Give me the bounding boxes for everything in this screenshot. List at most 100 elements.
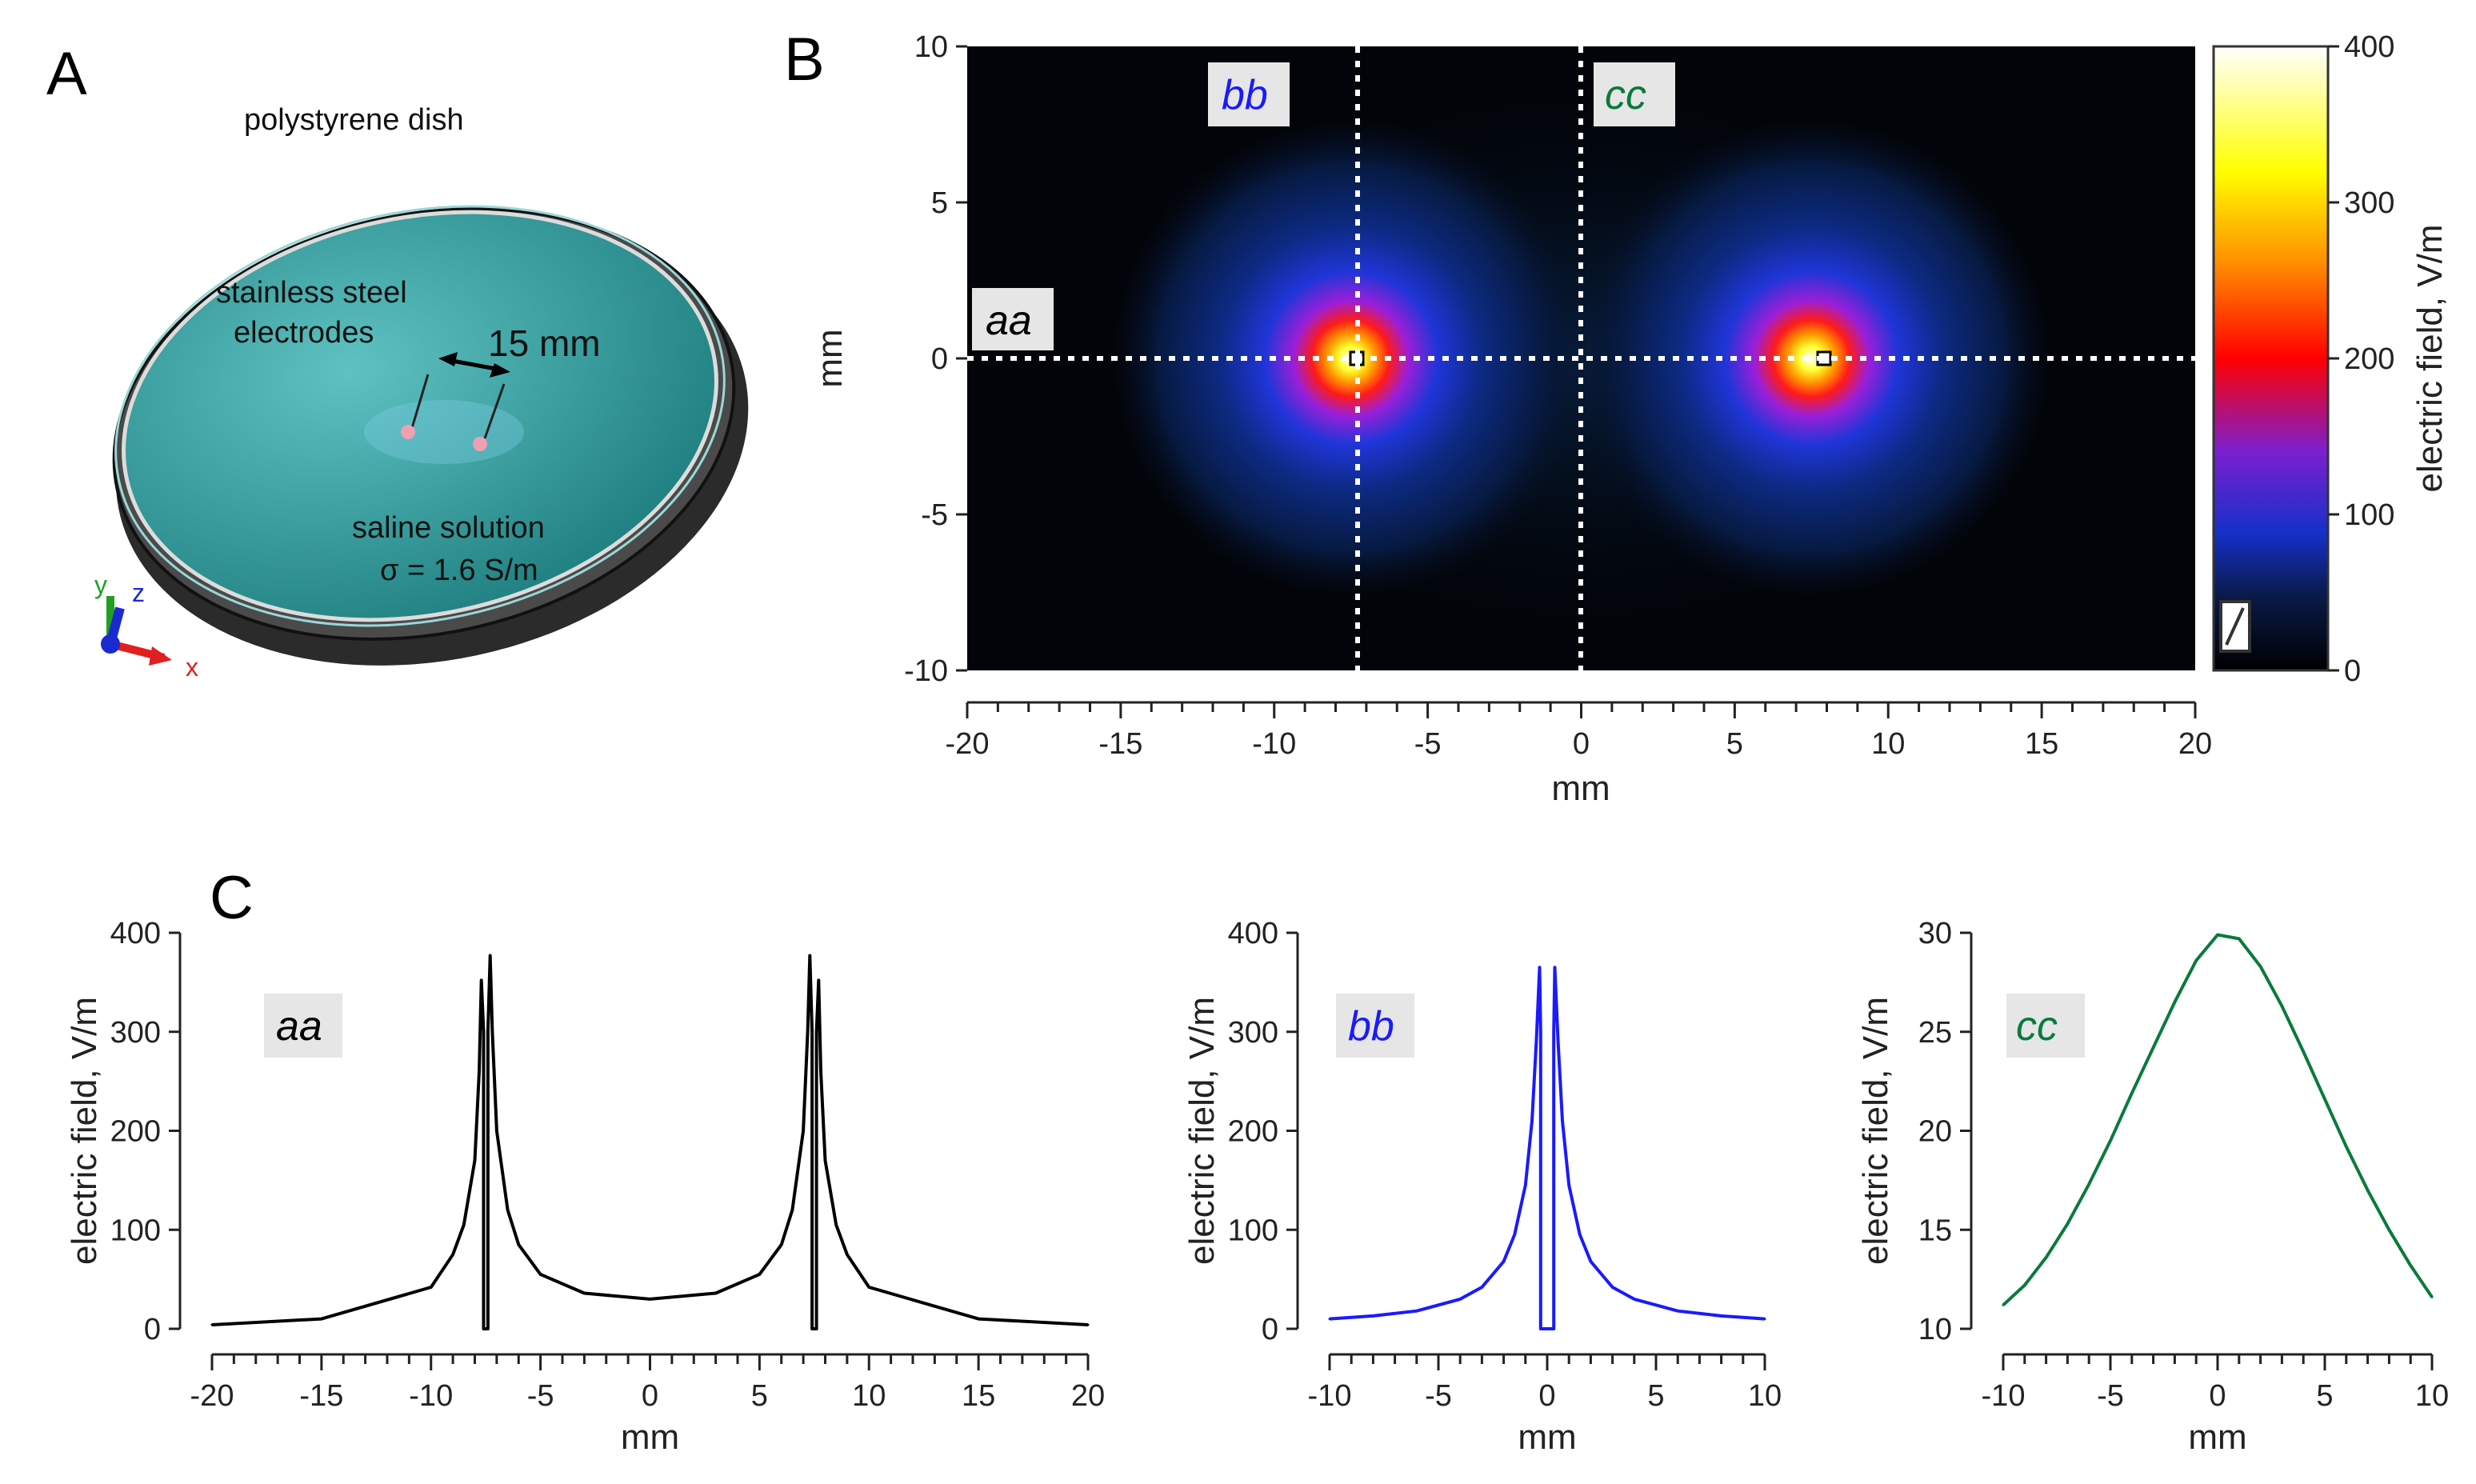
colorbar-tick-label: 200 bbox=[2344, 342, 2394, 376]
data-point bbox=[462, 1223, 466, 1226]
data-point bbox=[480, 978, 483, 982]
y-tick-label: 10 bbox=[1918, 1313, 1952, 1346]
x-tick-label: 5 bbox=[1647, 1379, 1664, 1413]
data-point bbox=[806, 1030, 810, 1034]
x-tick-label: -10 bbox=[1982, 1379, 2026, 1413]
data-point bbox=[320, 1318, 323, 1321]
y-tick-label: 100 bbox=[110, 1214, 161, 1247]
x-tick-label: 10 bbox=[1748, 1379, 1782, 1413]
x-tick-label: -20 bbox=[190, 1379, 234, 1413]
heatmap-x-tick-label: 20 bbox=[2178, 727, 2212, 761]
data-point bbox=[482, 1030, 485, 1034]
y-tick-label: 200 bbox=[110, 1115, 161, 1149]
data-point bbox=[2302, 1050, 2305, 1053]
data-point bbox=[517, 1243, 520, 1246]
data-point bbox=[486, 1030, 490, 1034]
data-point bbox=[1552, 1327, 1555, 1330]
data-point bbox=[2280, 1005, 2283, 1008]
data-point bbox=[2323, 1098, 2326, 1101]
x-tick-label: -5 bbox=[1425, 1379, 1452, 1413]
data-point bbox=[490, 1030, 494, 1034]
data-point bbox=[2430, 1295, 2434, 1298]
tag-aa-heatmap: aa bbox=[972, 288, 1054, 350]
data-point bbox=[2045, 1256, 2048, 1259]
data-point bbox=[1458, 1298, 1462, 1301]
data-point bbox=[2152, 1046, 2155, 1050]
tag-bb-text: bb bbox=[1222, 72, 1268, 118]
y-tick-label: 0 bbox=[144, 1313, 161, 1346]
heatmap-y-tick-label: -5 bbox=[921, 498, 948, 532]
data-point bbox=[1633, 1298, 1636, 1301]
heatmap-area bbox=[967, 46, 2195, 670]
data-point bbox=[2216, 933, 2219, 936]
data-point bbox=[1530, 1119, 1534, 1122]
y-axis-label: electric field, V/m bbox=[1856, 997, 1895, 1265]
data-point bbox=[1554, 966, 1557, 969]
data-point bbox=[210, 1323, 214, 1326]
colorbar: 0 100 200 300 400 electric field, V/m bbox=[2212, 30, 2450, 688]
tag-bb-profile: bb bbox=[1336, 994, 1414, 1058]
data-point bbox=[474, 1159, 476, 1162]
data-point bbox=[815, 1327, 818, 1330]
data-point bbox=[1557, 1040, 1560, 1043]
data-point bbox=[1415, 1310, 1418, 1313]
field-source-right bbox=[1571, 118, 2052, 598]
heatmap-ylabel: mm bbox=[810, 329, 850, 387]
y-tick-label: 25 bbox=[1918, 1016, 1952, 1050]
data-point bbox=[1480, 1286, 1483, 1289]
colorbar-gradient bbox=[2212, 45, 2330, 672]
data-point bbox=[1720, 1314, 1723, 1318]
electrodes-label-line2: electrodes bbox=[234, 316, 374, 350]
profile-plot-cc: 10 15 20 25 30 -10 -5 0 5 10 mm electric field, V/m bbox=[1856, 917, 2449, 1457]
data-point bbox=[714, 1291, 718, 1294]
profile-line-aa bbox=[211, 954, 1089, 1330]
spacing-label: 15 mm bbox=[488, 322, 601, 364]
data-point bbox=[1611, 1286, 1614, 1289]
profile-line-cc bbox=[2002, 933, 2434, 1306]
dish-rim bbox=[122, 210, 718, 622]
data-point bbox=[977, 1318, 980, 1321]
data-point bbox=[867, 1286, 870, 1289]
petri-dish bbox=[112, 205, 749, 666]
data-point bbox=[649, 1298, 651, 1301]
heatmap-xlabel: mm bbox=[1551, 769, 1610, 808]
data-point bbox=[808, 954, 811, 957]
data-point bbox=[815, 1030, 818, 1034]
data-point bbox=[802, 1130, 805, 1132]
heatmap-x-tick-label: -10 bbox=[1252, 727, 1296, 761]
data-point bbox=[817, 978, 820, 982]
data-point bbox=[495, 1130, 498, 1132]
profile-plot-bb: 0 100 200 300 400 -10 -5 0 5 10 mm electric field, … bbox=[1182, 917, 1782, 1457]
colorbar-tick-label: 100 bbox=[2344, 498, 2394, 532]
data-point bbox=[486, 1327, 490, 1330]
heatmap-x-tick-label: -15 bbox=[1098, 727, 1142, 761]
solution-label-line2: σ = 1.6 S/m bbox=[380, 554, 538, 587]
x-tick-label: 0 bbox=[2209, 1379, 2226, 1413]
tag-aa-text: aa bbox=[986, 298, 1032, 344]
data-point bbox=[489, 954, 492, 957]
y-tick-label: 20 bbox=[1918, 1115, 1952, 1149]
x-axis-label: mm bbox=[621, 1418, 679, 1457]
data-point bbox=[1502, 1260, 1506, 1263]
y-tick-label: 0 bbox=[1262, 1313, 1278, 1346]
data-point bbox=[1539, 1327, 1542, 1330]
panel-letter-b: B bbox=[784, 26, 825, 94]
x-tick-label: -5 bbox=[527, 1379, 554, 1413]
data-point bbox=[1086, 1323, 1090, 1326]
y-axis-label: electric field, V/m bbox=[65, 997, 104, 1265]
data-point bbox=[2023, 1284, 2026, 1287]
colorbar-tick-label: 300 bbox=[2344, 186, 2394, 220]
data-point bbox=[430, 1286, 433, 1289]
x-tick-label: 0 bbox=[642, 1379, 658, 1413]
data-point bbox=[758, 1273, 761, 1276]
tag-cc-profile: cc bbox=[2006, 994, 2085, 1058]
heatmap-x-tick-label: 15 bbox=[2025, 727, 2058, 761]
heatmap-x-tick-label: 10 bbox=[1871, 727, 1905, 761]
data-point bbox=[2130, 1091, 2134, 1094]
data-point bbox=[1589, 1260, 1592, 1263]
data-point bbox=[1561, 1119, 1564, 1122]
data-point bbox=[2002, 1303, 2005, 1306]
colorbar-tick-label: 400 bbox=[2344, 30, 2394, 64]
tag-cc-heatmap: cc bbox=[1594, 62, 1675, 126]
x-tick-label: -5 bbox=[2097, 1379, 2124, 1413]
